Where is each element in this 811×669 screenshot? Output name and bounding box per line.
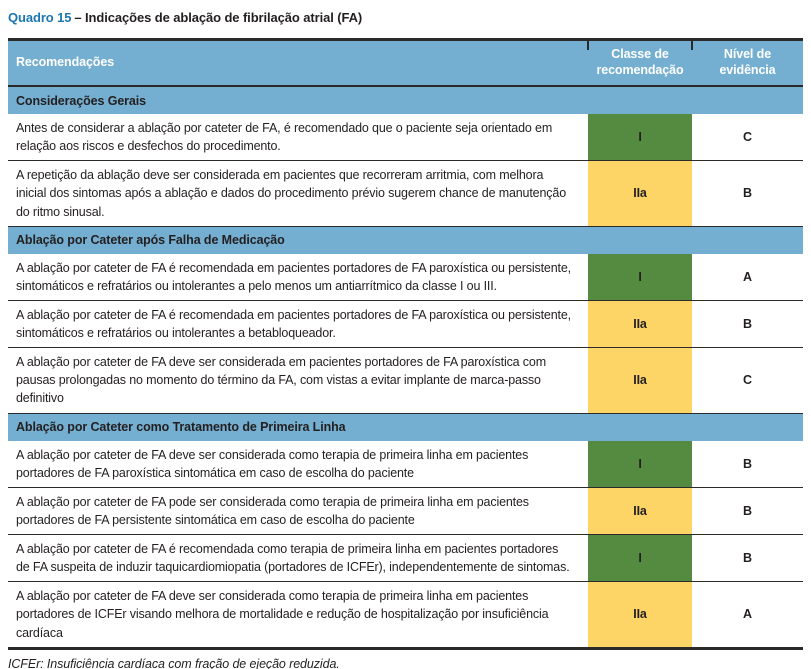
header-level-of-evidence: Nível de evidência — [691, 38, 803, 87]
table-row: A ablação por cateter de FA é recomendad… — [8, 534, 803, 583]
evidence-level: B — [692, 300, 803, 349]
class-badge: IIa — [588, 160, 692, 227]
section-header-row: Considerações Gerais — [8, 86, 803, 114]
table-row: A ablação por cateter de FA deve ser con… — [8, 581, 803, 650]
class-badge: IIa — [588, 487, 692, 536]
recommendation-text: A ablação por cateter de FA deve ser con… — [8, 440, 588, 488]
table-row: A ablação por cateter de FA deve ser con… — [8, 440, 803, 488]
section-header-row: Ablação por Cateter após Falha de Medica… — [8, 226, 803, 254]
recommendation-text: A ablação por cateter de FA deve ser con… — [8, 347, 588, 414]
class-badge: IIa — [588, 300, 692, 349]
class-badge: I — [588, 440, 692, 488]
table-row: Antes de considerar a ablação por catete… — [8, 114, 803, 162]
footnote: ICFEr: Insuficiência cardíaca com fração… — [8, 656, 340, 669]
table-header-row: Recomendações Classe de recomendação Nív… — [8, 38, 803, 87]
class-badge: IIa — [588, 347, 692, 414]
section-title: Considerações Gerais — [8, 86, 803, 114]
table-caption: Quadro 15– Indicações de ablação de fibr… — [8, 10, 803, 25]
recommendation-text: A ablação por cateter de FA é recomendad… — [8, 253, 588, 301]
header-class-of-recommendation: Classe de recomendação — [587, 38, 692, 87]
evidence-level: A — [692, 581, 803, 650]
table-row: A repetição da ablação deve ser consider… — [8, 160, 803, 227]
recommendation-text: A repetição da ablação deve ser consider… — [8, 160, 588, 227]
evidence-level: A — [692, 253, 803, 301]
section-header-row: Ablação por Cateter como Tratamento de P… — [8, 413, 803, 441]
caption-text: – Indicações de ablação de fibrilação at… — [74, 10, 363, 25]
class-badge: I — [588, 253, 692, 301]
recommendation-text: A ablação por cateter de FA deve ser con… — [8, 581, 588, 650]
table-row: A ablação por cateter de FA deve ser con… — [8, 347, 803, 414]
evidence-level: C — [692, 347, 803, 414]
section-title: Ablação por Cateter como Tratamento de P… — [8, 413, 803, 441]
recommendation-text: Antes de considerar a ablação por catete… — [8, 114, 588, 162]
recommendation-text: A ablação por cateter de FA é recomendad… — [8, 300, 588, 349]
recommendation-text: A ablação por cateter de FA é recomendad… — [8, 534, 588, 583]
table-row: A ablação por cateter de FA é recomendad… — [8, 300, 803, 349]
caption-label: Quadro 15 — [8, 10, 72, 25]
class-badge: IIa — [588, 581, 692, 650]
table-row: A ablação por cateter de FA é recomendad… — [8, 253, 803, 301]
evidence-level: B — [692, 487, 803, 536]
recommendation-text: A ablação por cateter de FA pode ser con… — [8, 487, 588, 536]
section-title: Ablação por Cateter após Falha de Medica… — [8, 226, 803, 254]
evidence-level: C — [692, 114, 803, 162]
recommendations-table: Recomendações Classe de recomendação Nív… — [8, 38, 803, 650]
evidence-level: B — [692, 160, 803, 227]
table-body: Considerações Gerais Antes de considerar… — [8, 86, 803, 650]
table-row: A ablação por cateter de FA pode ser con… — [8, 487, 803, 536]
header-recommendations: Recomendações — [8, 38, 588, 87]
class-badge: I — [588, 534, 692, 583]
evidence-level: B — [692, 534, 803, 583]
class-badge: I — [588, 114, 692, 162]
evidence-level: B — [692, 440, 803, 488]
